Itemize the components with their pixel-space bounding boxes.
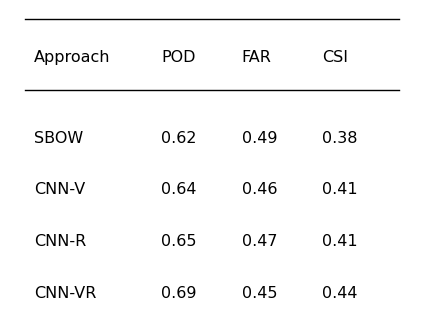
Text: Approach: Approach <box>34 51 110 65</box>
Text: 0.41: 0.41 <box>322 183 358 197</box>
Text: 0.44: 0.44 <box>322 286 358 300</box>
Text: 0.69: 0.69 <box>161 286 197 300</box>
Text: SBOW: SBOW <box>34 131 83 146</box>
Text: POD: POD <box>161 51 195 65</box>
Text: 0.49: 0.49 <box>242 131 277 146</box>
Text: 0.64: 0.64 <box>161 183 197 197</box>
Text: CSI: CSI <box>322 51 348 65</box>
Text: 0.41: 0.41 <box>322 234 358 249</box>
Text: 0.38: 0.38 <box>322 131 358 146</box>
Text: 0.45: 0.45 <box>242 286 277 300</box>
Text: 0.47: 0.47 <box>242 234 277 249</box>
Text: CNN-V: CNN-V <box>34 183 85 197</box>
Text: 0.65: 0.65 <box>161 234 197 249</box>
Text: 0.46: 0.46 <box>242 183 277 197</box>
Text: FAR: FAR <box>242 51 271 65</box>
Text: CNN-R: CNN-R <box>34 234 86 249</box>
Text: CNN-VR: CNN-VR <box>34 286 96 300</box>
Text: 0.62: 0.62 <box>161 131 197 146</box>
